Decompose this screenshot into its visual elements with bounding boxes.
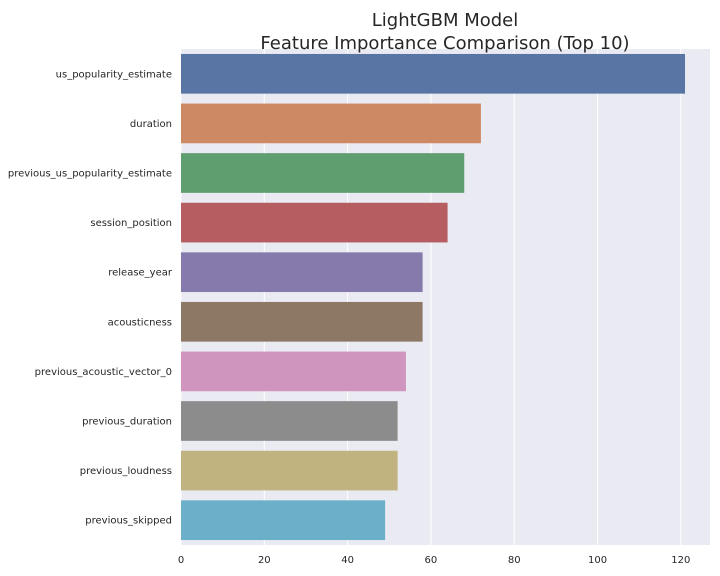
bar-duration	[181, 103, 481, 144]
bar-acousticness	[181, 301, 423, 342]
category-label: duration	[130, 119, 172, 130]
category-label: acousticness	[108, 317, 172, 328]
category-label: previous_loudness	[80, 466, 172, 477]
x-tick-label: 0	[178, 555, 184, 566]
bars-group	[181, 53, 686, 541]
x-tick-label: 80	[508, 555, 521, 566]
bar-previous-duration	[181, 401, 398, 441]
category-labels: us_popularity_estimate duration previous_u…	[8, 69, 173, 526]
x-tick-labels: 0 20 40 60 80 100 120	[178, 555, 691, 566]
category-label: previous_us_popularity_estimate	[8, 169, 172, 180]
bar-previous-acoustic-vector-0	[181, 351, 406, 392]
category-label: previous_acoustic_vector_0	[35, 367, 172, 378]
bar-previous-loudness	[181, 450, 398, 491]
chart-title-line-2: Feature Importance Comparison (Top 10)	[260, 33, 629, 54]
category-label: us_popularity_estimate	[56, 69, 172, 80]
x-tick-label: 40	[341, 555, 354, 566]
category-label: session_position	[90, 218, 172, 229]
x-tick-label: 20	[258, 555, 271, 566]
bar-previous-skipped	[181, 500, 386, 541]
x-tick-label: 120	[671, 555, 690, 566]
category-label: previous_duration	[82, 417, 172, 428]
bar-session-position	[181, 202, 448, 243]
category-label: release_year	[108, 268, 173, 279]
bar-release-year	[181, 252, 423, 293]
bar-previous-us-popularity-estimate	[181, 153, 465, 193]
x-tick-label: 60	[425, 555, 438, 566]
bar-us-popularity-estimate	[181, 53, 686, 94]
x-tick-label: 100	[588, 555, 607, 566]
category-label: previous_skipped	[85, 516, 172, 527]
chart-title-line-1: LightGBM Model	[372, 10, 519, 31]
